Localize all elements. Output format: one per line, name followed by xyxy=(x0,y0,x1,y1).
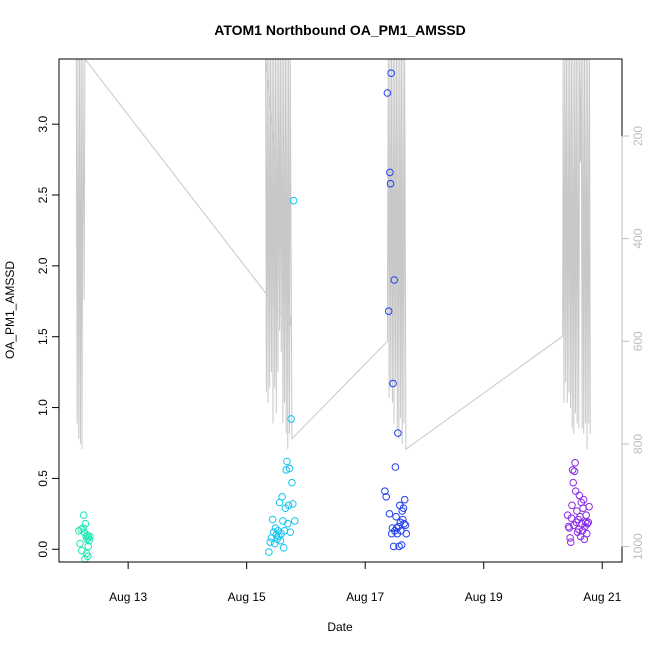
secondary-line-layer xyxy=(75,59,591,451)
y-tick-label: 0.0 xyxy=(36,541,50,558)
data-point xyxy=(569,478,578,487)
y-tick-label: 2.0 xyxy=(36,257,50,274)
y-tick-label: 0.5 xyxy=(36,470,50,487)
data-point xyxy=(288,478,296,487)
series-4 xyxy=(563,459,593,547)
data-point xyxy=(568,466,577,474)
data-point xyxy=(584,518,593,527)
x-tick-label: Aug 17 xyxy=(346,590,384,604)
data-point xyxy=(582,511,591,520)
data-point xyxy=(567,538,575,547)
y2-axis: 200 400 600 800 1000 xyxy=(621,126,645,560)
data-point xyxy=(400,495,409,504)
data-point xyxy=(85,536,93,545)
data-point xyxy=(383,89,392,97)
data-point xyxy=(287,415,295,423)
x-tick-label: Aug 19 xyxy=(465,590,503,604)
series-2 xyxy=(265,196,299,556)
y2-tick-label: 1000 xyxy=(631,533,645,560)
data-point xyxy=(285,464,294,473)
x-tick-label: Aug 15 xyxy=(228,590,266,604)
data-point xyxy=(384,307,393,316)
data-point xyxy=(284,501,293,510)
data-point xyxy=(84,542,92,551)
data-point xyxy=(84,534,93,542)
data-point xyxy=(394,429,402,437)
data-point xyxy=(81,519,90,528)
data-point xyxy=(386,179,395,188)
data-point xyxy=(382,493,391,501)
data-point xyxy=(278,493,286,501)
data-point xyxy=(399,504,408,513)
data-point xyxy=(284,519,292,528)
data-point xyxy=(79,524,87,532)
data-point xyxy=(573,507,581,515)
data-point xyxy=(289,196,298,205)
y2-tick-label: 400 xyxy=(631,228,645,248)
data-point xyxy=(579,495,588,504)
data-point xyxy=(575,491,584,500)
points-layer xyxy=(75,69,593,564)
data-point xyxy=(268,515,277,524)
data-point xyxy=(386,168,394,177)
data-point xyxy=(583,519,592,528)
data-point xyxy=(289,500,297,508)
x-axis-label: Date xyxy=(327,620,353,634)
x-tick-label: Aug 21 xyxy=(583,590,621,604)
data-point xyxy=(566,534,574,542)
data-point xyxy=(265,548,273,556)
data-point xyxy=(86,532,94,541)
data-point xyxy=(385,510,394,518)
y-tick-label: 1.0 xyxy=(36,399,50,416)
data-point xyxy=(389,542,398,551)
secondary-series-line xyxy=(75,59,591,451)
data-point xyxy=(571,487,580,496)
data-point xyxy=(389,379,397,388)
chart-title: ATOM1 Northbound OA_PM1_AMSSD xyxy=(214,22,466,38)
y2-tick-label: 600 xyxy=(631,331,645,351)
data-point xyxy=(282,466,291,474)
data-point xyxy=(391,463,400,471)
data-point xyxy=(397,541,406,549)
x-tick-label: Aug 13 xyxy=(109,590,147,604)
data-point xyxy=(571,459,579,467)
y-tick-label: 2.5 xyxy=(36,186,50,203)
data-point xyxy=(564,522,573,531)
y2-tick-label: 200 xyxy=(631,126,645,146)
data-point xyxy=(79,511,88,520)
data-point xyxy=(283,457,291,466)
y-tick-label: 3.0 xyxy=(36,116,50,133)
x-axis: Aug 13 Aug 15 Aug 17 Aug 19 Aug 21 xyxy=(109,562,622,604)
data-point xyxy=(402,529,411,538)
data-point xyxy=(575,525,583,534)
data-point xyxy=(291,517,299,525)
data-point xyxy=(392,512,400,521)
data-point xyxy=(280,527,289,535)
data-point xyxy=(390,276,399,284)
data-point xyxy=(381,487,389,496)
data-point xyxy=(568,501,576,510)
data-point xyxy=(401,521,410,530)
data-point xyxy=(76,539,84,548)
data-point xyxy=(387,69,395,77)
data-point xyxy=(570,467,579,476)
data-point xyxy=(84,552,92,561)
series-1 xyxy=(75,511,94,564)
series-3 xyxy=(381,69,411,551)
y-axis: 0.0 0.5 1.0 1.5 2.0 2.5 3.0 xyxy=(36,116,59,558)
data-point xyxy=(581,518,590,527)
data-point xyxy=(400,519,408,528)
data-point xyxy=(585,502,593,511)
data-point xyxy=(583,529,591,538)
y2-tick-label: 800 xyxy=(631,434,645,454)
data-point xyxy=(266,538,274,547)
data-point xyxy=(279,544,288,552)
y-tick-label: 1.5 xyxy=(36,328,50,345)
data-point xyxy=(286,528,295,537)
y-axis-label: OA_PM1_AMSSD xyxy=(3,261,17,359)
